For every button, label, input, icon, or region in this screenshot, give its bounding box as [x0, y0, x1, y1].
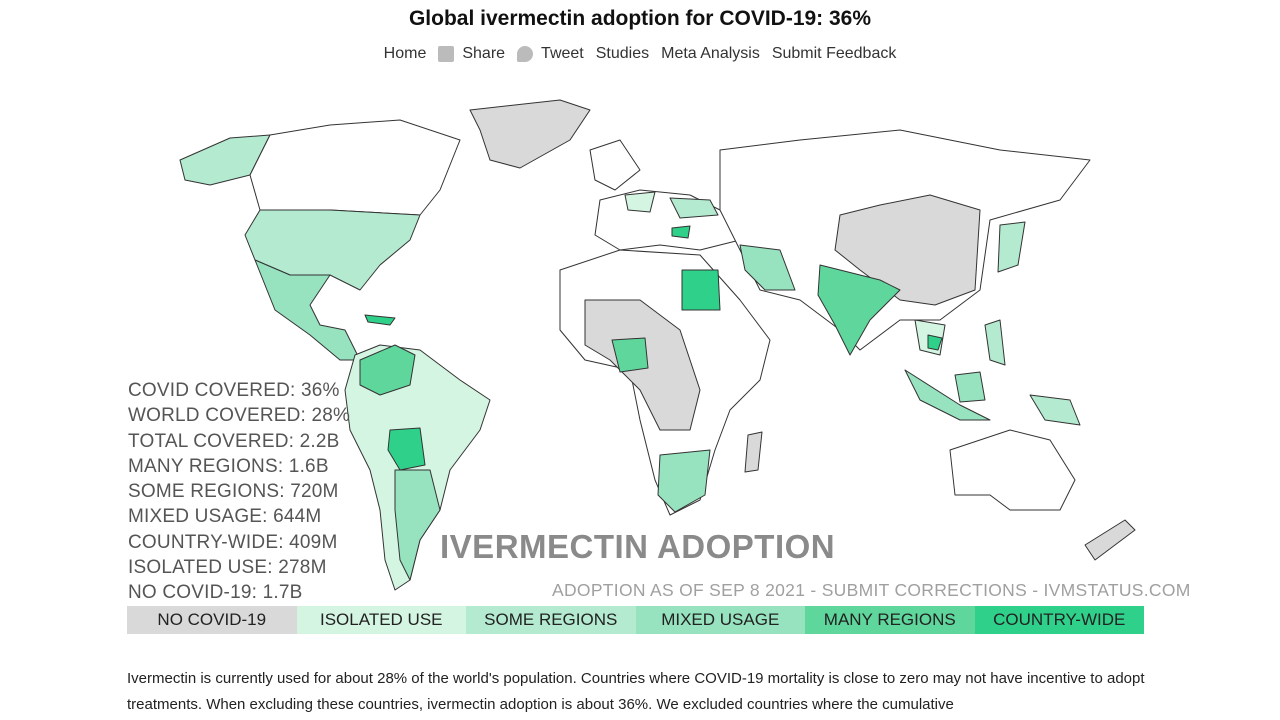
country: [387, 427, 426, 471]
country: [949, 429, 1076, 511]
stat-line: COVID COVERED: 36%: [128, 380, 340, 401]
country: [254, 259, 361, 361]
country: [1029, 394, 1081, 426]
country: [624, 191, 656, 213]
legend: NO COVID-19 ISOLATED USE SOME REGIONS MI…: [127, 606, 1144, 634]
country: [984, 319, 1006, 366]
facebook-icon: [438, 46, 455, 62]
nav-item[interactable]: Tweet: [517, 45, 584, 63]
stat-line: NO COVID-19: 1.7B: [128, 582, 303, 604]
twitter-icon: [517, 46, 534, 62]
stat-line: WORLD COVERED: 28%: [128, 405, 351, 427]
country: [611, 337, 649, 373]
nav-item[interactable]: Home: [383, 45, 427, 62]
legend-item: NO COVID-19: [127, 606, 297, 634]
country: [739, 244, 796, 291]
legend-item: COUNTRY-WIDE: [974, 606, 1144, 634]
nav-item[interactable]: Meta Analysis: [661, 45, 760, 62]
country: [249, 119, 461, 216]
country: [817, 264, 901, 356]
stat-line: COUNTRY-WIDE: 409M: [128, 531, 338, 553]
nav-bar: Home Share Tweet Studies Meta Analysis S…: [0, 45, 1280, 63]
nav-item[interactable]: Share: [438, 45, 505, 63]
body-paragraph: Ivermectin is currently used for about 2…: [127, 670, 1145, 713]
legend-item: MIXED USAGE: [635, 606, 805, 634]
stat-line: ISOLATED USE: 278M: [128, 557, 327, 579]
stat-line: MIXED USAGE: 644M: [128, 506, 322, 528]
nav-label: Tweet: [541, 45, 584, 62]
world-map: [179, 99, 1136, 591]
stat-line: TOTAL COVERED: 2.2B: [128, 430, 340, 452]
stats-panel: COVID COVERED: 36% WORLD COVERED: 28% TO…: [128, 378, 350, 606]
country: [997, 221, 1026, 273]
country: [671, 225, 691, 239]
country: [589, 139, 641, 191]
nav-item[interactable]: Submit Feedback: [771, 45, 897, 62]
country: [927, 334, 943, 351]
country: [681, 269, 721, 311]
country: [244, 209, 421, 291]
stat-line: SOME REGIONS: 720M: [128, 481, 339, 503]
country: [954, 371, 986, 403]
country: [744, 431, 763, 473]
country: [469, 99, 591, 169]
stat-line: MANY REGIONS: 1.6B: [128, 455, 329, 477]
legend-item: MANY REGIONS: [805, 606, 975, 634]
map-subtitle: ADOPTION AS OF SEP 8 2021 - SUBMIT CORRE…: [552, 580, 1191, 600]
country: [904, 369, 991, 421]
country: [1084, 519, 1136, 561]
country: [394, 469, 441, 581]
country: [594, 189, 741, 251]
country: [359, 344, 416, 396]
nav-item[interactable]: Studies: [595, 45, 650, 62]
legend-item: SOME REGIONS: [466, 606, 636, 634]
country: [669, 197, 719, 219]
page-title: Global ivermectin adoption for COVID-19:…: [408, 7, 872, 30]
country: [364, 314, 396, 326]
legend-item: ISOLATED USE: [296, 606, 466, 634]
country: [657, 449, 711, 513]
map-title: IVERMECTIN ADOPTION: [440, 528, 836, 565]
nav-label: Share: [462, 45, 506, 62]
